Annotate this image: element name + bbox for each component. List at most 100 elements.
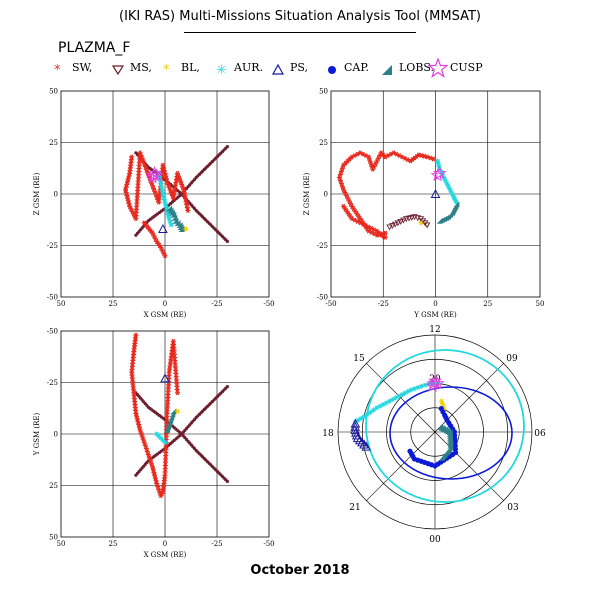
mark-stroke [346, 211, 351, 217]
mark-stroke [135, 416, 140, 422]
mark-ps [357, 437, 367, 447]
mark-aur [168, 222, 174, 228]
y-axis-label: Z GSM (RE) [33, 172, 41, 215]
mark-ms [391, 221, 399, 228]
mark-ps [361, 441, 372, 451]
mark-stroke [422, 153, 427, 159]
mark-stroke [441, 175, 446, 180]
mark-stroke [145, 169, 150, 175]
mark-sw [376, 230, 382, 236]
mark-stroke [369, 225, 374, 231]
mark-stroke [340, 184, 345, 190]
mark-stroke [147, 455, 152, 461]
mark-stroke [166, 181, 170, 187]
mark-stroke [179, 181, 184, 187]
mark-stroke [152, 233, 156, 239]
mark-stroke [140, 433, 144, 439]
mark-sw [339, 165, 345, 171]
mark-stroke [369, 229, 374, 235]
mark-ps [160, 373, 170, 383]
mark-stroke [431, 156, 436, 162]
panel-polar: 12 15 18 21 00 03 06 09 20 [322, 325, 546, 545]
mark-stroke [139, 153, 143, 159]
mark-aur [162, 439, 168, 445]
y-tick-label: 0 [54, 431, 58, 439]
mark-stroke [136, 419, 140, 425]
svg-text:✳: ✳ [216, 63, 227, 78]
mark-lobe [166, 205, 173, 212]
legend-label-bl: BL, [181, 61, 200, 74]
mark-bl [439, 401, 445, 407]
mark-stroke [356, 213, 361, 219]
mark-stroke [448, 189, 453, 194]
mark-stroke [341, 162, 346, 168]
mark-stroke [127, 201, 131, 207]
mark-sw [366, 154, 372, 160]
mark-stroke [425, 154, 429, 160]
mark-stroke [165, 179, 169, 185]
mark-stroke [153, 475, 158, 481]
mark-sw [140, 436, 146, 442]
data-layer [336, 150, 460, 240]
mark-ps [350, 424, 360, 434]
mark-stroke [452, 195, 457, 201]
mark-sw [155, 484, 161, 489]
mark-stroke [169, 222, 174, 228]
mark-stroke [405, 157, 410, 163]
polar-spoke [366, 431, 436, 501]
legend-label-lobs: LOBS. [399, 61, 435, 74]
mark-ms [405, 215, 413, 222]
mark-stroke [178, 179, 183, 185]
mark-stroke [417, 152, 421, 158]
mark-stroke [150, 183, 155, 189]
mark-stroke [381, 152, 386, 158]
mark-sw [378, 150, 384, 156]
mark-stroke [350, 216, 354, 222]
mark-lobe [176, 221, 183, 228]
y-tick-label: 0 [54, 191, 58, 199]
mark-lobe [172, 217, 179, 224]
mark-sw [337, 178, 343, 184]
big-star-icon [428, 58, 448, 78]
mark-stroke [358, 220, 363, 226]
mark-stroke [158, 181, 163, 186]
mark-sw [341, 162, 347, 168]
mark-lobe [170, 408, 177, 415]
mark-stroke [343, 190, 347, 196]
colat-label: 20 [429, 375, 441, 385]
legend-label-aur: AUR. [234, 61, 263, 74]
legend-label-cusp: CUSP [450, 61, 483, 74]
mark-stroke [350, 203, 354, 209]
mark-ms [386, 224, 393, 231]
mark-stroke [160, 188, 165, 193]
mark-stroke [164, 176, 169, 182]
mark-stroke [153, 236, 158, 242]
mark-sw [380, 152, 386, 158]
panel-yz: -50 -25 0 25 50 -50 -25 0 25 50 Y GSM (RE) Z GSM (R… [303, 88, 544, 320]
mark-stroke [383, 234, 388, 240]
plot-frame [60, 330, 270, 538]
mark-stroke [368, 410, 373, 415]
mark-stroke [372, 231, 376, 237]
mark-ps [351, 430, 362, 440]
mark-stroke [447, 186, 452, 191]
mark-stroke [156, 433, 161, 439]
mark-stroke [143, 164, 148, 169]
mark-ps [430, 188, 441, 198]
mark-stroke [445, 183, 451, 188]
y-tick-label: 50 [49, 534, 58, 542]
plot-frame [330, 90, 541, 298]
mark-stroke [339, 168, 344, 174]
mark-ps [352, 433, 363, 443]
y-tick-label: -25 [47, 379, 58, 387]
dot-icon [328, 66, 336, 74]
mark-stroke [444, 180, 449, 186]
mark-lobe [177, 223, 184, 230]
mark-stroke [377, 230, 381, 236]
mark-stroke [348, 156, 352, 162]
legend-label-cap: CAP. [344, 61, 370, 74]
mark-stroke [419, 153, 424, 159]
y-tick-label: 50 [319, 88, 328, 96]
mark-sw [338, 181, 344, 187]
y-tick-label: -25 [317, 242, 328, 250]
